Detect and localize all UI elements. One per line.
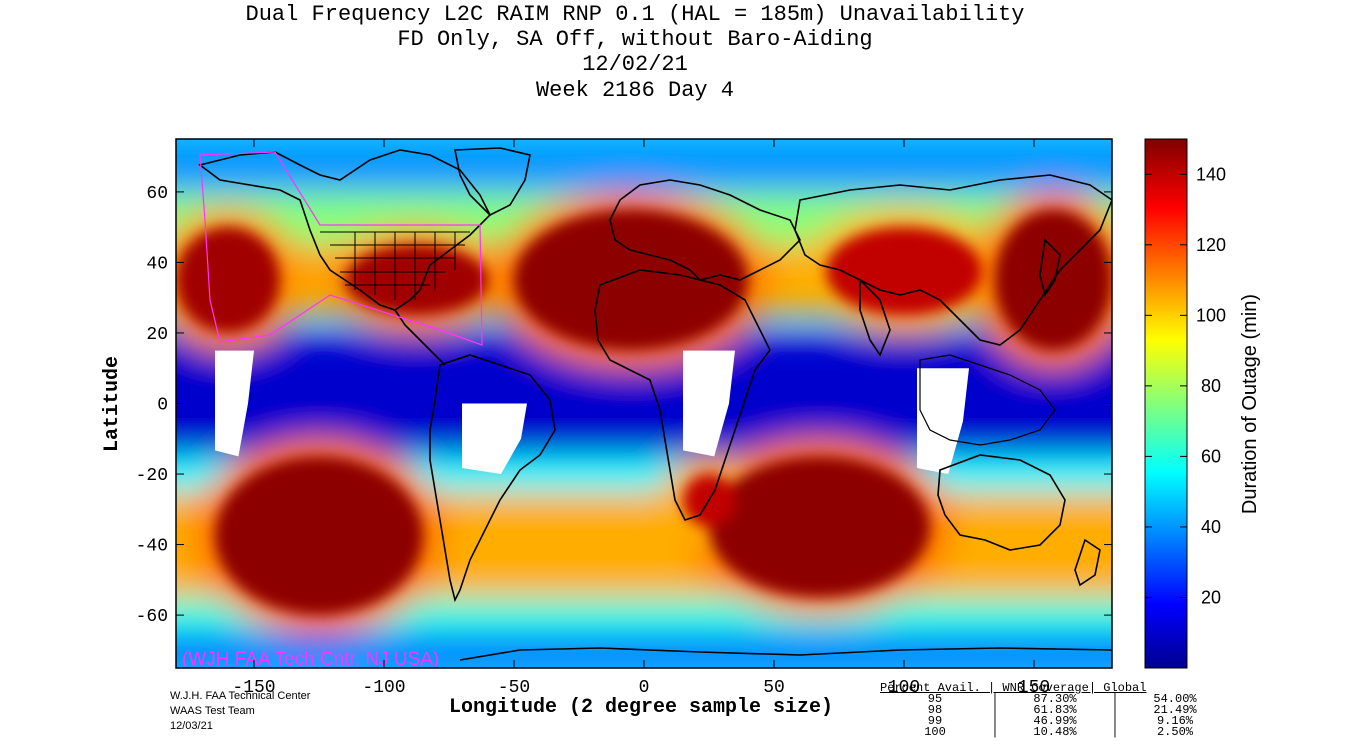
stats-wnr: 87.30% <box>1033 692 1077 706</box>
chart-title-line-2: FD Only, SA Off, without Baro-Aiding <box>397 27 873 52</box>
outage-region <box>176 227 280 333</box>
credit-line-3: 12/03/21 <box>170 720 213 732</box>
x-tick-label: 50 <box>763 678 785 698</box>
no-data-region <box>917 368 969 475</box>
credit-line-2: WAAS Test Team <box>170 705 255 717</box>
x-tick-label: -50 <box>498 678 530 698</box>
x-tick-label: -150 <box>232 678 275 698</box>
colorbar-tick-label: 140 <box>1196 164 1226 184</box>
y-tick-label: -40 <box>136 537 168 557</box>
chart-title-line-1: Dual Frequency L2C RAIM RNP 0.1 (HAL = 1… <box>245 2 1025 27</box>
stats-header: Percent Avail. | WNR Coverage| Global <box>880 681 1147 695</box>
stats-row: 98 | 61.83% | 21.49% <box>880 703 1250 717</box>
no-data-region <box>462 403 527 475</box>
x-tick-label: 100 <box>888 678 920 698</box>
colorbar-tick-label: 80 <box>1201 376 1221 396</box>
stats-row: 100 | 10.48% | 2.50% <box>880 725 1250 739</box>
stats-global: 54.00% <box>1153 692 1197 706</box>
colorbar-tick-label: 120 <box>1196 235 1226 255</box>
watermark-text: (WJH FAA Tech Cntr, NJ USA) <box>182 649 439 670</box>
stats-wnr: 46.99% <box>1033 714 1077 728</box>
x-axis-label: Longitude (2 degree sample size) <box>449 696 833 719</box>
y-axis-label: Latitude <box>101 356 124 452</box>
y-tick-label: 0 <box>157 396 168 416</box>
stats-wnr: 61.83% <box>1033 703 1077 717</box>
colorbar-tick-label: 60 <box>1201 446 1221 466</box>
stats-row: 99 | 46.99% | 9.16% <box>880 714 1250 728</box>
stats-global: 9.16% <box>1156 714 1193 728</box>
x-tick-label: 150 <box>1018 678 1050 698</box>
stats-global: 2.50% <box>1156 725 1193 739</box>
stats-global: 21.49% <box>1153 703 1197 717</box>
stats-pct: 95 <box>927 692 943 706</box>
outage-region <box>514 209 748 351</box>
outage-region <box>345 244 488 316</box>
coverage-stats-table: Percent Avail. | WNR Coverage| Global 95… <box>880 681 1250 739</box>
no-data-region <box>215 350 254 457</box>
credit-line-1: W.J.H. FAA Technical Center <box>170 690 311 702</box>
colorbar <box>1144 138 1188 669</box>
y-tick-label: -20 <box>136 466 168 486</box>
heatmap-plot-area: (WJH FAA Tech Cntr, NJ USA) <box>176 139 1112 670</box>
outage-region <box>826 227 982 316</box>
chart-title-line-3: 12/02/21 <box>582 52 688 77</box>
colorbar-tick-label: 40 <box>1201 517 1221 537</box>
colorbar-tick-label: 20 <box>1201 587 1221 607</box>
stats-row: 95 | 87.30% | 54.00% <box>880 692 1250 706</box>
no-data-region <box>683 350 735 457</box>
colorbar-label: Duration of Outage (min) <box>1239 294 1261 514</box>
x-tick-label: -100 <box>362 678 405 698</box>
outage-band <box>176 139 1112 192</box>
y-tick-label: 20 <box>146 325 168 345</box>
outage-region <box>709 456 930 598</box>
x-tick-label: 0 <box>639 678 650 698</box>
y-tick-label: 60 <box>146 184 168 204</box>
stats-pct: 98 <box>927 703 943 717</box>
stats-pct: 99 <box>927 714 943 728</box>
chart-title-line-4: Week 2186 Day 4 <box>535 78 735 103</box>
stats-pct: 100 <box>924 725 946 739</box>
y-tick-label: -60 <box>136 607 168 627</box>
outage-region <box>215 456 423 616</box>
colorbar-tick-label: 100 <box>1196 305 1226 325</box>
stats-wnr: 10.48% <box>1033 725 1077 739</box>
y-tick-label: 40 <box>146 254 168 274</box>
